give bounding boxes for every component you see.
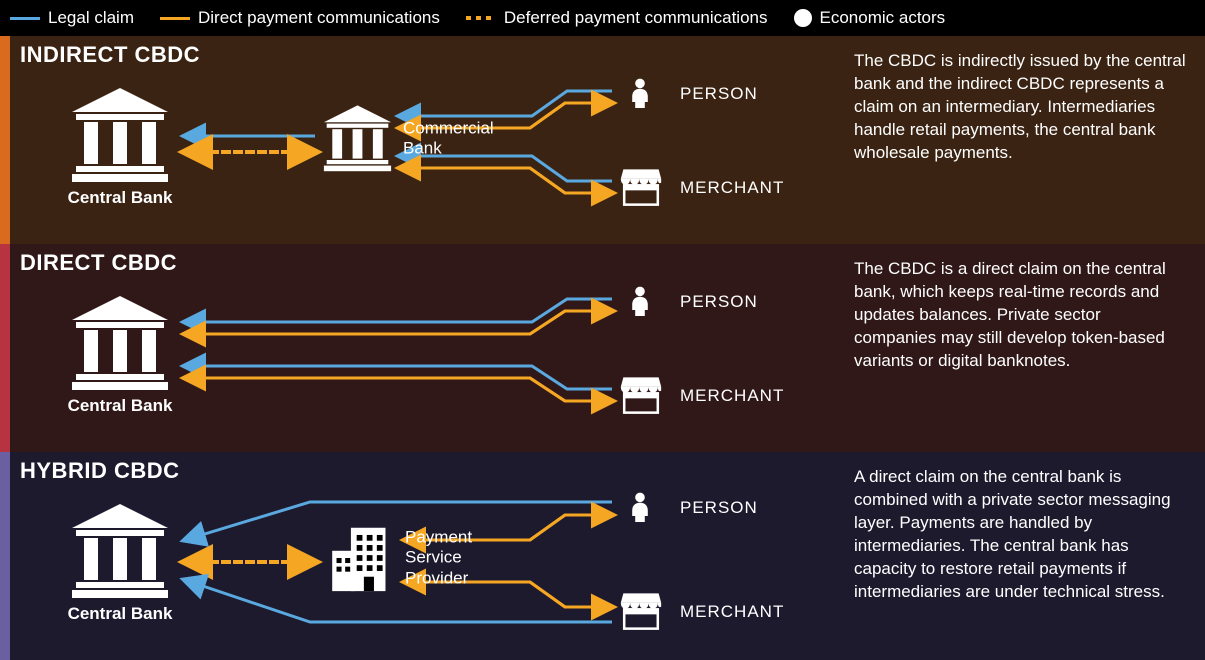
arrow-direct-comm	[185, 378, 612, 401]
diagram-area: DIRECT CBDC Central Bank PERSON MERCHANT	[10, 244, 850, 452]
person-icon	[625, 74, 655, 112]
legend-legal-claim: Legal claim	[10, 8, 134, 28]
arrow-legal-claim	[185, 366, 612, 389]
merchant-node	[618, 590, 664, 632]
direct-comm-swatch	[160, 17, 190, 20]
central-bank-node: Central Bank	[65, 86, 175, 208]
arrow-legal-claim	[185, 502, 612, 540]
bank-icon	[65, 502, 175, 602]
merchant-icon	[618, 374, 664, 416]
panel-hybrid-cbdc: HYBRID CBDC Central Bank Payment Service…	[0, 452, 1205, 660]
actor-label: MERCHANT	[680, 178, 784, 198]
legend-actors: Economic actors	[794, 8, 946, 28]
panel-description: The CBDC is a direct claim on the centra…	[850, 244, 1205, 452]
actor-label: MERCHANT	[680, 602, 784, 622]
node-label: Central Bank	[68, 188, 173, 208]
central-bank-node: Central Bank	[65, 502, 175, 624]
arrow-legal-claim	[185, 299, 612, 322]
merchant-node	[618, 166, 664, 208]
legend-label: Direct payment communications	[198, 8, 440, 28]
arrow-direct-comm	[185, 311, 612, 334]
arrow-legal-claim	[185, 580, 612, 622]
arrow-direct-comm	[400, 168, 612, 193]
node-label: Central Bank	[68, 396, 173, 416]
legend-direct-comm: Direct payment communications	[160, 8, 440, 28]
commercial-bank-node: Commercial Bank	[320, 104, 395, 174]
node-label: Central Bank	[68, 604, 173, 624]
actor-label: PERSON	[680, 498, 758, 518]
person-icon	[625, 282, 655, 320]
merchant-icon	[618, 590, 664, 632]
central-bank-node: Central Bank	[65, 294, 175, 416]
panel-direct-cbdc: DIRECT CBDC Central Bank PERSON MERCHANT…	[0, 244, 1205, 452]
actor-swatch	[794, 9, 812, 27]
person-icon	[625, 488, 655, 526]
panel-title: INDIRECT CBDC	[20, 42, 200, 68]
diagram-area: HYBRID CBDC Central Bank Payment Service…	[10, 452, 850, 660]
actor-label: PERSON	[680, 292, 758, 312]
merchant-node	[618, 374, 664, 416]
panel-title: HYBRID CBDC	[20, 458, 180, 484]
legend-label: Legal claim	[48, 8, 134, 28]
legend-label: Deferred payment communications	[504, 8, 768, 28]
arrow-legal-claim	[400, 156, 612, 181]
legend-bar: Legal claim Direct payment communication…	[0, 0, 1205, 36]
deferred-comm-swatch	[466, 16, 496, 20]
building-icon	[325, 522, 397, 594]
bank-icon	[320, 104, 395, 174]
actor-label: MERCHANT	[680, 386, 784, 406]
merchant-icon	[618, 166, 664, 208]
legal-claim-swatch	[10, 17, 40, 20]
panel-description: The CBDC is indirectly issued by the cen…	[850, 36, 1205, 244]
legend-label: Economic actors	[820, 8, 946, 28]
person-node	[625, 74, 655, 112]
node-label: Payment Service Provider	[405, 527, 472, 588]
node-label: Commercial Bank	[403, 119, 494, 160]
arrow-legal-claim	[400, 91, 612, 116]
panel-title: DIRECT CBDC	[20, 250, 177, 276]
legend-deferred-comm: Deferred payment communications	[466, 8, 768, 28]
arrow-direct-comm	[185, 378, 612, 401]
panel-indirect-cbdc: INDIRECT CBDC Central Bank Commercial Ba…	[0, 36, 1205, 244]
diagram-area: INDIRECT CBDC Central Bank Commercial Ba…	[10, 36, 850, 244]
actor-label: PERSON	[680, 84, 758, 104]
psp-node: Payment Service Provider	[325, 522, 397, 594]
person-node	[625, 488, 655, 526]
person-node	[625, 282, 655, 320]
bank-icon	[65, 294, 175, 394]
bank-icon	[65, 86, 175, 186]
arrow-direct-comm	[400, 168, 612, 193]
panel-description: A direct claim on the central bank is co…	[850, 452, 1205, 660]
arrow-direct-comm	[185, 311, 612, 334]
